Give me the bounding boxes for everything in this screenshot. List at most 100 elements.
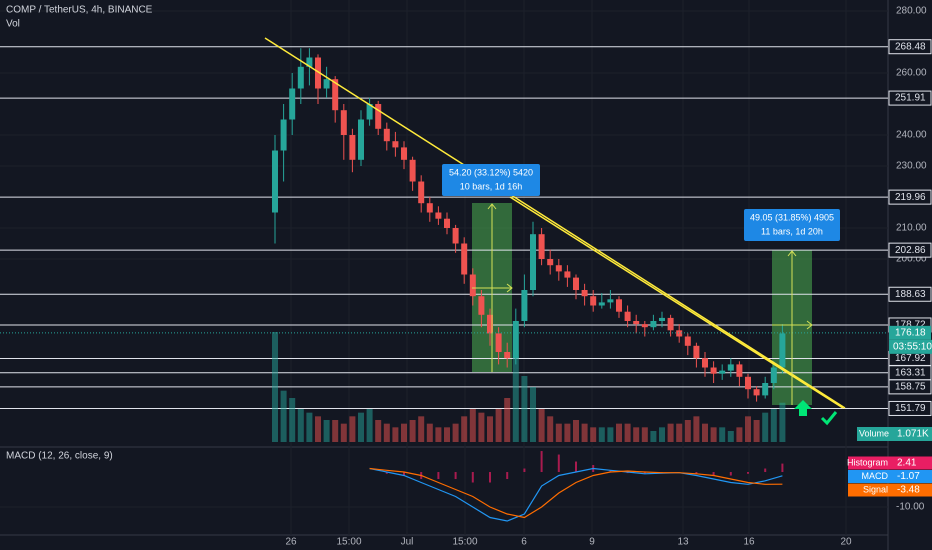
y-tick-label: 230.00 [896,161,927,172]
x-tick-label: 15:00 [336,537,361,548]
volume-title: Vol [6,19,20,30]
volume-bar [375,420,382,442]
volume-bar [401,423,407,442]
candle-body [375,104,382,129]
volume-bar [762,412,769,442]
volume-bar [659,427,665,442]
volume-bar [624,423,631,442]
candle-body [401,147,407,160]
candle-body [538,234,545,260]
volume-bar [323,420,330,442]
measure-arrow [506,283,513,293]
candle-body [581,290,588,297]
level-label: 151.79 [895,403,926,414]
candle-body [512,321,519,359]
level-label-box [888,90,932,106]
volume-bar [779,402,786,442]
y-tick-label: 210.00 [896,223,927,234]
measure-text: 49.05 (31.85%) 4905 [750,212,834,222]
volume-bar [693,416,700,442]
trend-line [264,37,846,409]
candle-body [753,389,760,396]
volume-bar [564,423,571,442]
legend-name-box [848,456,892,470]
volume-bar [702,423,708,442]
candle-body [521,290,528,322]
volume-bar [306,412,313,442]
volume-bar [736,427,743,442]
volume-bar [770,409,777,442]
volume-bar [392,427,399,442]
volume-bar [684,420,691,442]
chart-title: COMP / TetherUS, 4h, BINANCE [6,5,153,16]
y-tick-label: 200.00 [896,254,927,265]
legend-name: Signal [863,484,888,494]
volume-bar [272,332,278,442]
candle-body [564,271,571,278]
legend-name-box [848,470,892,483]
level-label: 167.92 [895,353,926,364]
candle-body [702,358,708,368]
candle-body [280,119,287,151]
x-tick-label: Jul [401,537,414,548]
level-label-box [888,242,932,258]
x-tick-label: 13 [677,537,689,548]
volume-bar [538,409,545,442]
candle-body [323,79,330,89]
candle-body [616,299,622,312]
candle-body [383,128,390,142]
volume-bar [280,390,287,442]
trend-line [509,196,844,409]
measure-arrow [806,320,813,330]
x-tick-label: 26 [285,537,297,548]
level-label-box [888,39,932,55]
volume-bar [710,427,717,442]
legend-name: Histogram [847,457,888,467]
candle-body [426,203,433,213]
volume-bar [581,423,588,442]
measure-text: 11 bars, 1d 20h [761,226,823,236]
candle-body [340,110,347,136]
volume-bar [667,423,674,442]
x-tick-label: 9 [589,537,595,548]
level-label-box [888,400,932,416]
candle-body [418,181,425,204]
arrow-up-icon [794,400,812,416]
candle-body [289,88,296,120]
candle-body [762,383,769,396]
candle-body [487,314,493,334]
candle-body [710,367,717,374]
legend-value-box [892,470,932,483]
candle-body [452,228,459,244]
volume-name: Volume [859,428,889,438]
x-tick-label: 15:00 [452,537,477,548]
volume-bar [512,350,519,442]
volume-bar [650,431,657,442]
y-tick-label: 240.00 [896,130,927,141]
candle-body [297,66,304,89]
level-label: 202.86 [895,245,926,256]
volume-bar [504,398,511,442]
volume-bar [418,416,425,442]
candle-body [392,141,399,148]
candle-body [495,333,502,353]
volume-bar [469,409,476,442]
volume-name-box [857,427,892,441]
candle-body [547,259,554,266]
candle-body [650,321,657,328]
volume-bar [409,420,416,442]
candle-body [641,324,648,328]
volume-bar [340,423,347,442]
candle-body [693,345,700,359]
legend-name-box [848,483,892,497]
candle-body [659,317,665,322]
level-label: 219.96 [895,192,926,203]
candle-body [478,296,485,315]
candle-body [530,234,536,291]
last-price-box [889,325,931,340]
candle-body [719,370,726,374]
candle-body [444,218,450,229]
volume-bar [383,423,390,442]
candle-body [358,119,364,160]
candle-body [272,150,278,213]
